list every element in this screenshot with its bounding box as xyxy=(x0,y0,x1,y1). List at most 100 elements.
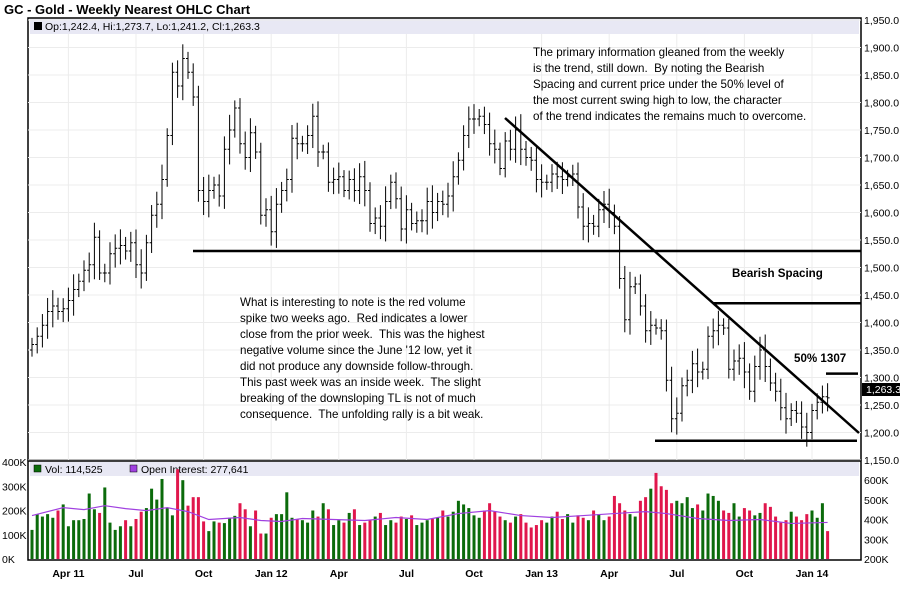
volume-bar xyxy=(493,511,497,559)
volume-bar xyxy=(820,503,824,559)
x-tick-label: Apr 11 xyxy=(52,568,84,580)
volume-bar xyxy=(269,517,273,559)
volume-bar xyxy=(61,504,65,559)
volume-bar xyxy=(290,517,294,559)
volume-bar xyxy=(519,514,523,559)
volume-bar xyxy=(196,497,200,559)
volume-legend-swatch xyxy=(33,464,42,473)
volume-bar xyxy=(623,510,627,559)
x-tick-label: Apr xyxy=(600,568,618,580)
volume-bar xyxy=(488,503,492,559)
volume-bar xyxy=(176,469,180,559)
open-interest-line xyxy=(31,505,828,525)
volume-bar xyxy=(779,522,783,559)
volume-bar xyxy=(592,510,596,559)
volume-bar xyxy=(550,516,554,559)
volume-bar xyxy=(638,500,642,559)
volume-bar xyxy=(394,522,398,559)
volume-bar xyxy=(342,522,346,559)
volume-bar xyxy=(202,521,206,559)
volume-bar xyxy=(51,517,55,559)
volume-bar xyxy=(311,510,315,559)
volume-bar xyxy=(633,516,637,559)
x-tick-label: Jan 14 xyxy=(796,568,829,580)
volume-bar xyxy=(35,514,39,559)
price-tick-label: 1,450.0 xyxy=(864,290,899,302)
price-tick-label: 1,150.0 xyxy=(864,455,899,467)
volume-bar xyxy=(404,518,408,559)
x-tick-label: Jan 13 xyxy=(525,568,558,580)
volume-bar xyxy=(644,497,648,559)
oi-tick-label: 300K xyxy=(864,534,889,546)
volume-bar xyxy=(763,503,767,559)
volume-bar xyxy=(810,510,814,559)
volume-tick-label: 100K xyxy=(2,530,27,542)
volume-bar xyxy=(472,515,476,559)
volume-bar xyxy=(514,516,518,559)
volume-bar xyxy=(264,533,268,559)
price-tick-label: 1,600.0 xyxy=(864,208,899,220)
volume-bar xyxy=(30,529,34,559)
volume-bar xyxy=(170,515,174,559)
volume-bar xyxy=(612,495,616,559)
volume-bar xyxy=(295,518,299,559)
volume-bar xyxy=(82,518,86,559)
price-tick-label: 1,250.0 xyxy=(864,400,899,412)
volume-bar xyxy=(701,510,705,559)
x-tick-label: Oct xyxy=(465,568,483,580)
volume-bar xyxy=(430,518,434,559)
volume-bar xyxy=(56,510,60,559)
chart-title: GC - Gold - Weekly Nearest OHLC Chart xyxy=(4,2,251,17)
volume-bar xyxy=(160,478,164,559)
volume-bar xyxy=(482,510,486,559)
volume-bar xyxy=(378,512,382,559)
volume-bar xyxy=(144,508,148,559)
x-tick-label: Jul xyxy=(669,568,684,580)
volume-bar xyxy=(477,517,481,559)
volume-bar xyxy=(826,531,830,559)
x-tick-label: Apr xyxy=(330,568,348,580)
volume-bar xyxy=(415,525,419,559)
volume-bar xyxy=(280,514,284,559)
volume-bar xyxy=(118,526,122,559)
volume-bar xyxy=(212,521,216,559)
volume-bar xyxy=(534,525,538,559)
volume-bar xyxy=(732,503,736,559)
volume-bar xyxy=(618,503,622,559)
price-tick-label: 1,350.0 xyxy=(864,345,899,357)
volume-bar xyxy=(690,508,694,559)
volume-bar xyxy=(571,522,575,559)
price-tick-label: 1,500.0 xyxy=(864,263,899,275)
volume-bar xyxy=(98,512,102,559)
price-tick-label: 1,400.0 xyxy=(864,318,899,330)
volume-bar xyxy=(347,512,351,559)
volume-bar xyxy=(597,514,601,559)
price-tick-label: 1,800.0 xyxy=(864,98,899,110)
volume-bar xyxy=(758,512,762,559)
annotation-bearish-spacing: Bearish Spacing xyxy=(732,267,823,280)
x-tick-label: Jul xyxy=(399,568,414,580)
volume-bar xyxy=(607,516,611,559)
volume-bar xyxy=(228,517,232,559)
volume-bar xyxy=(446,516,450,559)
volume-bar xyxy=(581,517,585,559)
price-tick-label: 1,850.0 xyxy=(864,70,899,82)
volume-bar xyxy=(654,472,658,559)
volume-bar xyxy=(602,520,606,559)
volume-bar xyxy=(352,509,356,559)
volume-legend: Vol: 114,525 xyxy=(45,464,103,476)
x-tick-label: Oct xyxy=(195,568,213,580)
volume-bar xyxy=(508,522,512,559)
volume-bar xyxy=(316,516,320,559)
volume-bar xyxy=(800,520,804,559)
volume-tick-label: 0K xyxy=(2,554,15,566)
oi-legend: Open Interest: 277,641 xyxy=(141,464,249,476)
oi-tick-label: 200K xyxy=(864,554,889,566)
volume-bar xyxy=(441,510,445,559)
volume-bar xyxy=(399,516,403,559)
volume-bar xyxy=(789,511,793,559)
volume-bar xyxy=(87,493,91,559)
volume-bar xyxy=(40,516,44,559)
volume-bar xyxy=(300,520,304,559)
